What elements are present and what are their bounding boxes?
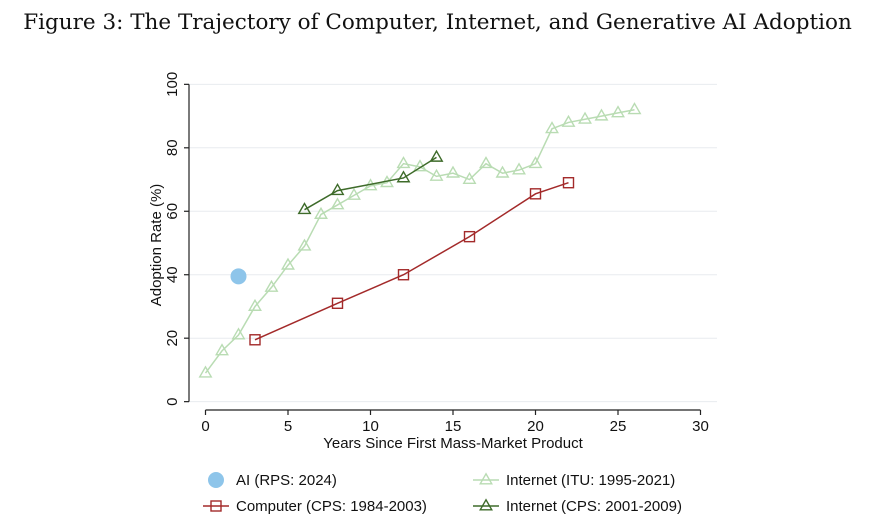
series-1-point-1 [330, 183, 345, 196]
legend-key-marker [210, 500, 222, 512]
series-0-point-18 [495, 165, 510, 178]
series-0-point-23 [578, 111, 592, 124]
series-1-point-3 [429, 149, 444, 162]
tick-labels: 0 20 40 60 80 100 0 5 10 15 20 25 30 [164, 72, 709, 435]
series-0-point-24 [594, 108, 609, 121]
y-tick-label-40: 40 [164, 266, 181, 283]
series-0-point-16 [462, 171, 477, 185]
series-0-point-2 [231, 327, 246, 340]
series-0-point-22 [561, 114, 576, 127]
series-0-point-9 [347, 187, 361, 200]
series-2-point-0 [249, 334, 261, 346]
legend-item-1-1: Internet (CPS: 2001-2009) [473, 498, 682, 515]
series-2-point-2 [397, 269, 410, 281]
legend-item-0-0: AI (RPS: 2024) [208, 472, 337, 489]
series-2-point-3 [463, 230, 476, 243]
axes [188, 84, 701, 411]
y-tick-label-60: 60 [164, 203, 181, 220]
legend-label: Internet (ITU: 1995-2021) [506, 472, 675, 489]
series-0-point-8 [330, 197, 345, 210]
series-0-point-25 [611, 105, 625, 118]
series-0-point-0 [198, 365, 213, 378]
series-0-point-19 [512, 162, 526, 175]
y-tick-label-0: 0 [164, 397, 181, 405]
legend-label: Internet (CPS: 2001-2009) [506, 498, 682, 515]
x-tick-label-15: 15 [445, 418, 462, 435]
series-0-point-6 [297, 238, 312, 251]
series-0-point-15 [446, 165, 460, 178]
x-tick-label-10: 10 [362, 418, 379, 435]
series-0-point-17 [479, 156, 493, 169]
series-0-point-20 [528, 156, 543, 169]
y-axis-title: Adoption Rate (%) [148, 184, 165, 307]
data-series [198, 102, 642, 378]
x-tick-label-5: 5 [284, 418, 292, 435]
x-tick-label-0: 0 [201, 418, 209, 435]
series-0-point-4 [264, 279, 279, 292]
series-2-point-1 [331, 297, 344, 309]
series-1-point-0 [297, 202, 312, 215]
legend-label: Computer (CPS: 1984-2003) [236, 498, 427, 515]
legend-key-marker [479, 472, 493, 485]
series-0-point-7 [314, 206, 328, 219]
legend-label: AI (RPS: 2024) [236, 472, 337, 489]
series-2-point-5 [562, 177, 575, 189]
y-tick-label-100: 100 [164, 72, 181, 97]
legend-key-marker [479, 498, 493, 511]
legend-key-marker [208, 472, 224, 488]
legend-item-0-1: Computer (CPS: 1984-2003) [203, 498, 427, 515]
x-tick-label-30: 30 [692, 418, 709, 435]
series-0-point-21 [545, 121, 559, 134]
y-tick-label-20: 20 [164, 330, 181, 347]
x-tick-label-20: 20 [527, 418, 544, 435]
x-axis-title: Years Since First Mass-Market Product [323, 435, 583, 452]
series-0-point-26 [627, 102, 642, 115]
legend: AI (RPS: 2024) Computer (CPS: 1984-2003) I… [203, 472, 682, 515]
y-tick-label-80: 80 [164, 139, 181, 156]
gridlines [189, 83, 717, 403]
series-0-point-5 [281, 257, 295, 270]
series-2-line [254, 182, 569, 341]
series-0-point-12 [396, 156, 411, 169]
series-0 [198, 102, 642, 378]
series-1 [297, 149, 444, 215]
series-0-point-1 [215, 343, 229, 356]
series-0-point-3 [248, 298, 262, 311]
series-1-line [304, 156, 437, 211]
series-0-point-14 [429, 168, 444, 181]
legend-item-1-0: Internet (ITU: 1995-2021) [473, 472, 675, 489]
series-3-point-0 [230, 268, 247, 285]
series-1-point-2 [396, 170, 411, 183]
series-3 [230, 268, 247, 285]
x-tick-label-25: 25 [610, 418, 627, 435]
figure-title: Figure 3: The Trajectory of Computer, In… [23, 10, 852, 35]
series-2 [249, 177, 575, 346]
series-2-point-4 [529, 188, 542, 200]
